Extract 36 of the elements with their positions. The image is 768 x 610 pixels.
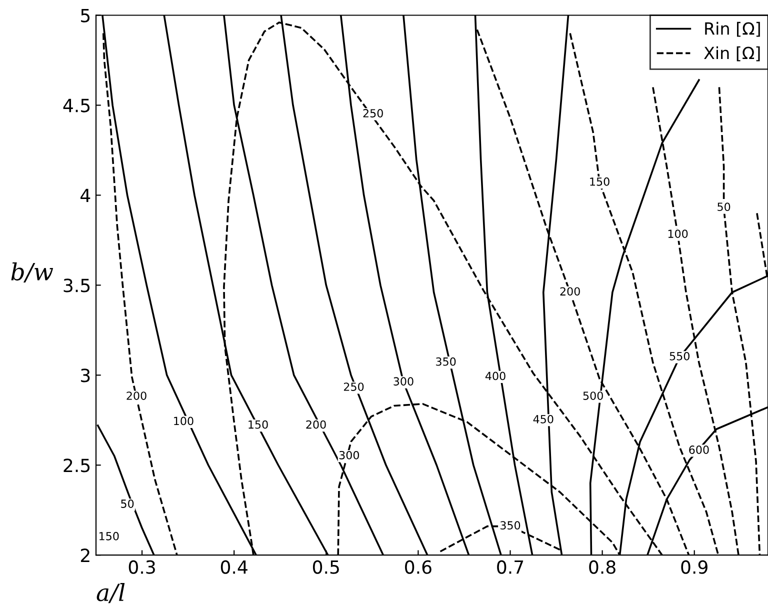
annotation: 200 <box>560 287 580 296</box>
annotation: 350 <box>436 357 456 366</box>
annotation: 150 <box>590 177 610 186</box>
legend-label: Rin [Ω] <box>705 22 760 37</box>
y-tick-label: 4 <box>80 188 90 202</box>
y-tick-label: 4.5 <box>63 98 90 112</box>
x-tick-label: 0.8 <box>589 560 616 574</box>
x-tick-label: 0.7 <box>497 560 524 574</box>
y-tick-label: 3 <box>81 368 90 382</box>
annotation: 250 <box>344 382 364 391</box>
annotation: 50 <box>718 202 730 212</box>
annotation: 400 <box>485 372 506 380</box>
legend-label: Xin [Ω] <box>704 46 760 62</box>
annotation: 200 <box>306 420 326 429</box>
y-axis-title: b/w <box>11 262 54 282</box>
annotation: 600 <box>689 446 709 454</box>
annotation: 250 <box>363 109 383 118</box>
annotation: 100 <box>668 230 688 238</box>
x-tick-label: 0.6 <box>405 560 432 574</box>
annotation: 150 <box>100 532 119 540</box>
x-tick-label: 0.5 <box>312 560 339 574</box>
x-axis-title: a/l <box>96 582 125 604</box>
annotation: 500 <box>583 392 603 400</box>
y-tick-label: 3.5 <box>64 278 90 292</box>
annotation: 200 <box>126 392 146 400</box>
y-tick-label: 2 <box>80 548 90 562</box>
y-tick-label: 2.5 <box>64 458 90 472</box>
x-tick-label: 0.9 <box>681 560 708 574</box>
annotation: 450 <box>533 414 554 424</box>
annotation: 50 <box>121 500 134 508</box>
y-tick-label: 5 <box>81 8 90 22</box>
x-tick-label: 0.4 <box>220 560 248 574</box>
annotation: 300 <box>339 450 360 460</box>
annotation: 150 <box>248 420 268 429</box>
x-tick-label: 0.3 <box>128 560 155 574</box>
annotation: 100 <box>174 416 194 426</box>
